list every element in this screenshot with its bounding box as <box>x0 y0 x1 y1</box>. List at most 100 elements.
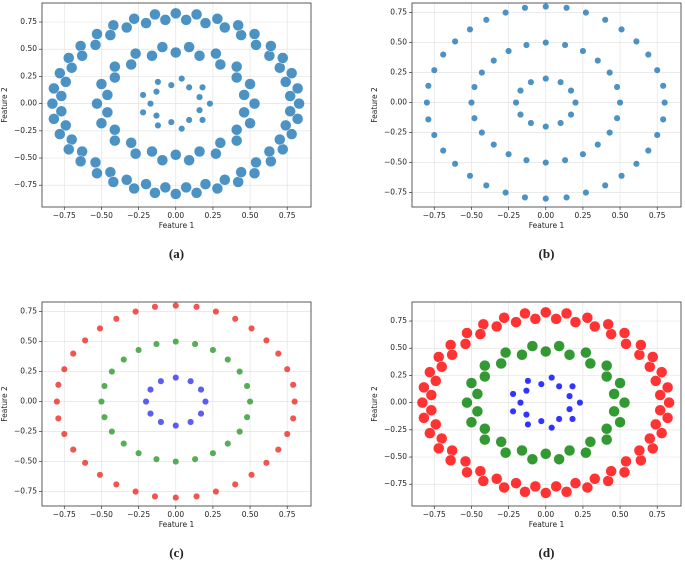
scatter-point <box>91 167 103 180</box>
scatter-point <box>128 182 140 195</box>
scatter-point <box>567 111 575 119</box>
scatter-point <box>60 76 72 88</box>
scatter-point <box>214 58 227 71</box>
scatter-point <box>608 405 620 418</box>
scatter-point <box>529 480 542 493</box>
scatter-point <box>183 154 195 166</box>
scatter-point <box>461 396 473 409</box>
scatter-point <box>112 315 120 323</box>
scatter-point <box>557 78 565 86</box>
scatter-point <box>516 349 528 361</box>
scatter-point <box>565 405 574 413</box>
x-tick-label: 0.50 <box>612 510 629 519</box>
scatter-point <box>265 40 277 52</box>
y-tick-label: −0.50 <box>14 457 37 466</box>
scatter-point <box>424 366 436 378</box>
scatter-point <box>527 119 535 127</box>
scatter-point <box>470 83 478 91</box>
scatter-point <box>522 387 530 395</box>
scatter-point <box>146 386 155 394</box>
scatter-point <box>178 125 186 133</box>
scatter-point <box>246 398 254 406</box>
scatter-point <box>632 37 640 45</box>
scatter-point <box>461 327 473 339</box>
y-tick-label: 0.25 <box>20 367 37 376</box>
y-tick-label: 0.75 <box>390 8 407 17</box>
scatter-point <box>65 133 78 146</box>
scatter-point <box>618 466 631 479</box>
scatter-point <box>563 349 576 361</box>
scatter-point <box>433 442 445 455</box>
scatter-point <box>128 13 140 25</box>
scatter-point <box>614 377 626 389</box>
scatter-point <box>439 51 447 59</box>
scatter-point <box>635 339 647 351</box>
scatter-point <box>170 7 182 20</box>
scatter-point <box>100 382 108 390</box>
x-tick-label: −0.50 <box>460 510 483 519</box>
scatter-point <box>649 375 662 387</box>
scatter-point <box>505 150 513 158</box>
y-tick-label: 0.75 <box>390 316 407 325</box>
y-tick-label: 0.25 <box>20 71 37 80</box>
scatter-point <box>248 471 256 479</box>
scatter-point <box>140 178 152 190</box>
scatter-point <box>248 97 261 110</box>
scatter-point <box>569 316 582 328</box>
y-tick-label: 0.50 <box>20 337 37 346</box>
scatter-point <box>563 444 576 457</box>
scatter-point <box>48 113 60 125</box>
scatter-point <box>461 466 473 479</box>
scatter-point <box>582 189 590 197</box>
scatter-point <box>519 307 531 320</box>
scatter-point <box>154 78 162 86</box>
caption: (c) <box>169 545 183 560</box>
scatter-point <box>180 14 192 26</box>
scatter-point <box>661 99 669 107</box>
scatter-point <box>435 360 448 373</box>
scatter-point <box>262 336 270 344</box>
x-tick-label: 0.00 <box>167 211 184 220</box>
x-tick-label: 0.50 <box>242 211 259 220</box>
scatter-point <box>474 328 487 340</box>
scatter-point <box>146 410 155 418</box>
scatter-point <box>206 100 214 108</box>
scatter-point <box>108 368 116 376</box>
scatter-point <box>230 124 243 136</box>
scatter-point <box>139 108 147 116</box>
scatter-point <box>157 418 165 426</box>
scatter-point <box>293 97 305 110</box>
scatter-point <box>655 366 668 378</box>
scatter-point <box>451 37 459 45</box>
scatter-point <box>509 407 517 415</box>
scatter-point <box>470 114 478 122</box>
scatter-point <box>542 75 550 83</box>
scatter-point <box>197 410 205 418</box>
scatter-point <box>614 416 626 428</box>
y-tick-label: −0.50 <box>384 158 407 167</box>
scatter-point <box>526 340 539 352</box>
scatter-point <box>284 90 296 102</box>
scatter-point <box>542 159 550 167</box>
scatter-point <box>46 97 59 110</box>
scatter-point <box>620 455 632 468</box>
scatter-point <box>618 25 626 33</box>
scatter-point <box>48 82 60 95</box>
scatter-point <box>416 396 429 409</box>
scatter-point <box>519 486 531 498</box>
scatter-point <box>498 481 510 494</box>
scatter-point <box>107 176 120 188</box>
scatter-point <box>602 318 614 331</box>
scatter-point <box>172 338 180 346</box>
scatter-point <box>557 119 565 127</box>
scatter-point <box>555 382 563 390</box>
scatter-point <box>644 360 656 373</box>
scatter-point <box>170 149 182 161</box>
scatter-point <box>510 316 522 328</box>
scatter-point <box>167 118 175 126</box>
scatter-point <box>60 119 72 132</box>
scatter-point <box>498 312 510 324</box>
scatter-point <box>490 473 503 485</box>
scatter-point <box>107 19 120 32</box>
scatter-point <box>230 134 243 147</box>
